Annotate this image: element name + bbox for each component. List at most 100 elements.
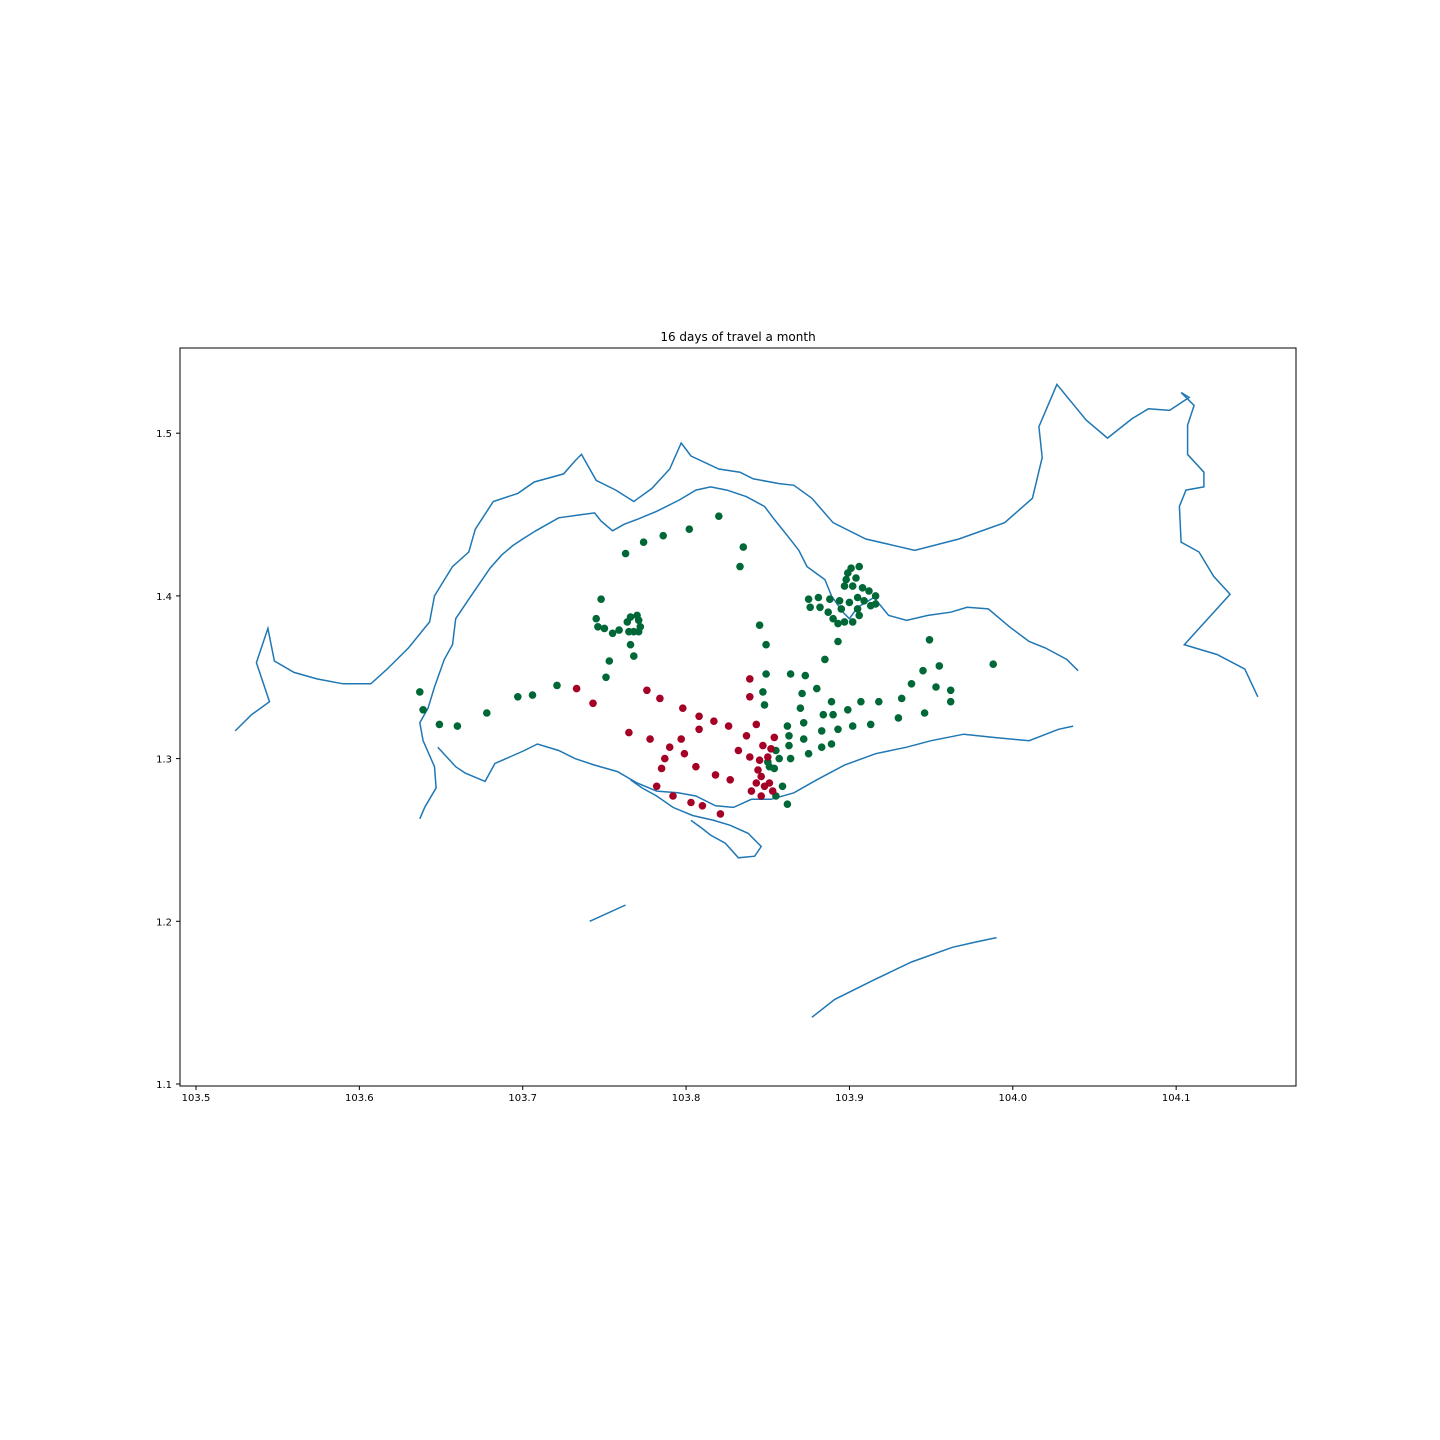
scatter-point — [661, 754, 669, 763]
scatter-point — [775, 754, 783, 763]
scatter-point — [834, 619, 842, 628]
scatter-point — [907, 680, 916, 688]
scatter-point — [827, 740, 836, 748]
scatter-point — [759, 688, 767, 696]
scatter-point — [757, 792, 765, 800]
scatter-point — [677, 735, 685, 743]
scatter-point — [416, 688, 424, 696]
scatter-point — [842, 575, 850, 584]
scatter-point — [857, 697, 865, 706]
scatter-point — [767, 745, 775, 753]
y-tick-label: 1.2 — [156, 917, 172, 928]
scatter-point — [711, 771, 720, 779]
scatter-point — [605, 657, 614, 665]
scatter-point — [865, 587, 873, 595]
scatter-point — [853, 605, 862, 613]
boundary-path — [234, 382, 1259, 732]
scatter-point — [814, 593, 823, 602]
scatter-point — [871, 600, 880, 608]
scatter-point — [594, 623, 602, 631]
scatter-point — [757, 772, 765, 781]
scatter-point — [824, 608, 832, 616]
scatter-point — [656, 694, 664, 703]
boundary-path — [811, 936, 997, 1018]
scatter-point — [759, 741, 767, 750]
scatter-point — [755, 756, 764, 764]
x-axis: 103.5 103.6 103.7 103.8 103.9 104.0 104.1 — [182, 1086, 1190, 1104]
scatter-point — [625, 728, 633, 737]
scatter-point — [829, 710, 837, 719]
scatter-point — [770, 764, 779, 773]
scatter-point — [783, 800, 792, 808]
scatter-point — [819, 710, 828, 719]
scatter-point — [786, 670, 795, 678]
scatter-point — [453, 722, 462, 730]
scatter-point — [639, 538, 648, 546]
scatter-point — [483, 709, 491, 717]
scatter-point — [821, 655, 829, 664]
scatter-point — [762, 670, 770, 678]
scatter-point — [695, 712, 703, 721]
scatter-point — [804, 749, 813, 758]
x-tick-label: 103.7 — [508, 1093, 537, 1104]
boundary-path — [437, 725, 1074, 809]
scatter-point — [754, 766, 762, 774]
scatter-point — [785, 741, 793, 750]
scatter-point — [840, 618, 849, 626]
scatter-point — [989, 660, 997, 668]
scatter-point — [600, 624, 609, 633]
y-axis: 1.1 1.2 1.3 1.4 1.5 — [156, 429, 180, 1091]
y-tick-label: 1.4 — [156, 592, 172, 603]
scatter-point — [925, 636, 934, 644]
scatter-point — [646, 735, 654, 743]
scatter-point — [816, 603, 824, 612]
scatter-point — [764, 753, 772, 761]
scatter-point — [435, 720, 444, 729]
scatter-point — [798, 689, 806, 698]
scatter-point — [630, 652, 638, 660]
scatter-point — [695, 725, 703, 734]
scatter-point — [817, 743, 826, 751]
scatter-point — [602, 673, 610, 682]
y-tick-label: 1.1 — [156, 1080, 172, 1091]
scatter-point — [837, 605, 846, 613]
scatter-point — [634, 616, 643, 625]
scatter-point — [592, 614, 600, 623]
scatter-point — [844, 706, 852, 714]
scatter-point — [687, 798, 695, 807]
scatter-point — [739, 543, 748, 551]
scatter-point — [796, 704, 805, 712]
y-tick-label: 1.3 — [156, 755, 172, 766]
scatter-point — [643, 686, 651, 695]
scatter-point — [626, 640, 635, 649]
scatter-point — [845, 598, 854, 607]
x-tick-label: 103.5 — [182, 1093, 211, 1104]
scatter-point — [669, 792, 677, 800]
scatter-point — [760, 701, 769, 709]
scatter-point — [698, 802, 707, 810]
scatter-point — [894, 714, 903, 722]
scatter-point — [770, 733, 779, 742]
scatter-point — [785, 732, 793, 740]
scatter-point — [615, 626, 623, 634]
scatter-point — [804, 595, 813, 603]
scatter-point — [752, 779, 761, 787]
scatter-point — [813, 684, 821, 693]
scatter-point — [621, 549, 630, 558]
scatter-point — [871, 592, 880, 600]
scatter-point — [848, 582, 857, 590]
scatter-point — [752, 720, 761, 729]
data-points — [416, 512, 997, 818]
scatter-point — [799, 735, 808, 743]
scatter-point — [778, 782, 787, 791]
scatter-point — [897, 694, 906, 703]
scatter-point — [855, 562, 863, 571]
scatter-point — [919, 666, 927, 675]
scatter-point — [746, 675, 754, 683]
scatter-point — [858, 584, 867, 592]
scatter-point — [852, 574, 860, 582]
scatter-point — [589, 699, 597, 708]
boundary-path — [630, 779, 763, 859]
x-tick-label: 104.0 — [998, 1093, 1027, 1104]
